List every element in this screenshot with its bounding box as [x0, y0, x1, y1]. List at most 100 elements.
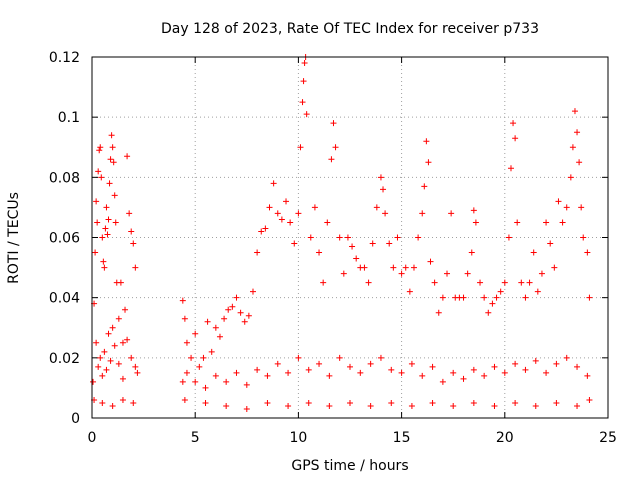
data-point	[221, 315, 228, 322]
data-point	[429, 399, 436, 406]
data-point	[202, 384, 209, 391]
data-point	[571, 108, 578, 115]
data-point	[93, 198, 100, 205]
data-point	[90, 378, 97, 385]
data-point	[450, 402, 457, 409]
data-point	[192, 330, 199, 337]
y-tick-label: 0.08	[49, 170, 80, 186]
data-point	[377, 354, 384, 361]
data-point	[237, 309, 244, 316]
data-point	[316, 360, 323, 367]
data-point	[419, 210, 426, 217]
x-tick-label: 10	[289, 430, 307, 446]
data-point	[124, 153, 131, 160]
data-point	[283, 198, 290, 205]
data-point	[316, 249, 323, 256]
data-point	[128, 354, 135, 361]
data-point	[563, 354, 570, 361]
data-point	[518, 279, 525, 286]
data-point	[369, 240, 376, 247]
data-point	[93, 339, 100, 346]
data-point	[128, 228, 135, 235]
data-point	[347, 399, 353, 406]
data-point	[514, 219, 521, 226]
data-point	[233, 369, 240, 376]
data-point	[264, 399, 271, 406]
data-point	[181, 315, 188, 322]
data-point	[254, 366, 261, 373]
data-point	[505, 234, 512, 241]
data-point	[543, 219, 550, 226]
data-point	[563, 204, 570, 211]
data-point	[105, 216, 112, 223]
data-point	[408, 402, 415, 409]
data-point	[330, 120, 337, 127]
data-point	[305, 399, 312, 406]
data-point	[507, 165, 514, 172]
plot-frame	[91, 56, 609, 419]
chart-title: Day 128 of 2023, Rate Of TEC Index for r…	[161, 21, 539, 37]
data-point	[460, 375, 467, 382]
data-point	[553, 360, 560, 367]
data-point	[367, 360, 374, 367]
data-point	[410, 264, 417, 271]
data-point	[95, 363, 102, 370]
data-point	[299, 99, 306, 106]
y-tick-label: 0.12	[49, 50, 80, 66]
x-tick-label: 25	[599, 430, 617, 446]
data-point	[183, 369, 190, 376]
data-point	[274, 360, 281, 367]
x-tick-labels: 0 5 10 15 20 25	[88, 430, 617, 446]
data-point	[559, 219, 566, 226]
data-point	[510, 120, 517, 127]
data-point	[365, 279, 372, 286]
data-point	[427, 258, 434, 265]
data-point	[361, 264, 368, 271]
data-point	[97, 354, 104, 361]
data-point	[534, 288, 541, 295]
data-point	[470, 366, 477, 373]
data-point	[108, 132, 115, 139]
data-point	[266, 204, 273, 211]
data-point	[216, 333, 223, 340]
data-point	[109, 324, 116, 331]
data-point	[111, 192, 118, 199]
data-point	[109, 144, 116, 151]
data-point	[481, 294, 488, 301]
data-point	[439, 294, 446, 301]
data-point	[119, 396, 126, 403]
data-point	[423, 138, 430, 145]
data-point	[188, 354, 195, 361]
data-point	[349, 243, 356, 250]
data-point	[229, 303, 236, 310]
data-point	[512, 399, 519, 406]
data-point	[270, 180, 277, 187]
x-tick-label: 0	[88, 430, 97, 446]
data-point	[204, 318, 211, 325]
data-point	[99, 399, 106, 406]
data-point	[394, 234, 401, 241]
data-point	[512, 360, 519, 367]
data-point	[450, 369, 457, 376]
data-point	[522, 294, 529, 301]
data-point	[97, 144, 104, 151]
data-point	[301, 60, 308, 67]
data-point	[94, 219, 101, 226]
data-point	[106, 180, 113, 187]
data-point	[444, 270, 451, 277]
data-point	[547, 240, 554, 247]
data-point	[132, 264, 139, 271]
data-point	[576, 159, 583, 166]
data-point	[300, 78, 307, 85]
data-point	[183, 339, 190, 346]
data-point	[132, 363, 139, 370]
data-point	[493, 294, 500, 301]
data-point	[419, 372, 426, 379]
data-point	[119, 339, 126, 346]
data-point	[532, 357, 539, 364]
data-point	[262, 225, 269, 232]
data-point	[107, 357, 114, 364]
data-point	[122, 306, 129, 313]
data-point	[326, 402, 333, 409]
data-point	[580, 234, 587, 241]
